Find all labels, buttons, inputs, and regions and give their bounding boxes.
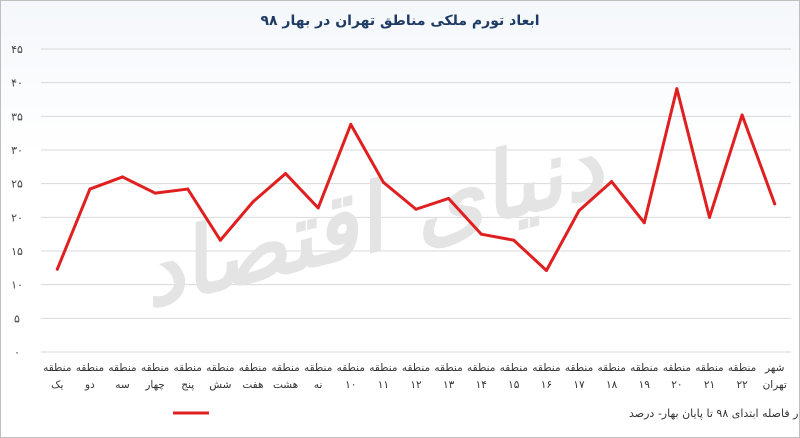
data-point xyxy=(121,175,125,179)
y-tick-label: ۴۵ xyxy=(11,43,23,56)
y-tick-label: ۳۰ xyxy=(11,144,23,157)
x-tick-label: منطقه شش xyxy=(206,362,234,391)
data-point xyxy=(740,113,744,117)
y-tick-label: ۱۵ xyxy=(11,245,23,258)
chart-title: ابعاد تورم ملکی مناطق تهران در بهار ۹۸ xyxy=(260,13,539,29)
x-tick-label: منطقه پنج xyxy=(174,362,202,391)
x-tick-label: منطقه ۱۸ xyxy=(597,362,625,391)
data-point xyxy=(218,238,222,242)
data-point xyxy=(186,187,190,191)
x-tick-label: منطقه ۱۳ xyxy=(434,362,462,391)
y-tick-label: ۳۵ xyxy=(11,110,23,123)
x-tick-label: منطقه هفت xyxy=(239,362,267,391)
x-tick-label: منطقه ۱۰ xyxy=(337,362,365,391)
y-tick-label: ۲۰ xyxy=(11,211,23,224)
watermark-logo: دنیای اقتصاد xyxy=(128,109,615,329)
data-point xyxy=(447,196,451,200)
x-tick-label: منطقه چهار xyxy=(141,362,169,391)
data-point xyxy=(512,238,516,242)
x-tick-label: منطقه نه xyxy=(304,362,332,391)
x-tick-label: منطقه ۱۲ xyxy=(402,362,430,391)
x-tick-label: منطقه ۱۶ xyxy=(532,362,560,391)
data-point xyxy=(284,172,288,176)
x-tick-label: منطقه دو xyxy=(76,362,104,391)
data-point xyxy=(479,232,483,236)
x-tick-label: منطقه هشت xyxy=(271,362,299,391)
data-point xyxy=(642,221,646,225)
x-tick-label: منطقه ۲۰ xyxy=(663,362,691,391)
series-layer xyxy=(55,87,777,273)
x-tick-label: منطقه ۱۱ xyxy=(369,362,397,391)
y-tick-label: ۲۵ xyxy=(11,178,23,191)
x-tick-label: منطقه ۱۷ xyxy=(565,362,593,391)
data-point xyxy=(251,200,255,204)
data-point xyxy=(88,187,92,191)
x-tick-label: منطقه ۱۵ xyxy=(500,362,528,391)
legend: نرخ رشد قیمت مسکن در مناطق ۲۲ گانه پایتخ… xyxy=(173,407,799,421)
data-point xyxy=(55,267,59,271)
data-point xyxy=(153,191,157,195)
legend-label: نرخ رشد قیمت مسکن در مناطق ۲۲ گانه پایتخ… xyxy=(629,407,799,421)
y-tick-label: ۴۰ xyxy=(11,77,23,90)
x-tick-label: منطقه ۱۴ xyxy=(467,362,495,391)
data-point xyxy=(577,209,581,213)
y-axis: ۰ ۵ ۱۰ ۱۵ ۲۰ ۲۵ ۳۰ ۳۵ ۴۰ ۴۵ xyxy=(11,43,23,359)
data-point xyxy=(675,87,679,91)
x-tick-label: شهر تهران xyxy=(763,362,787,391)
y-tick-label: ۱۰ xyxy=(11,279,23,292)
watermark-text: دنیای اقتصاد xyxy=(128,109,615,329)
x-tick-label: منطقه ۱۹ xyxy=(630,362,658,391)
data-point xyxy=(773,202,777,206)
data-point xyxy=(349,122,353,126)
y-tick-label: ۰ xyxy=(14,346,20,359)
data-point xyxy=(381,180,385,184)
grid-lines xyxy=(41,48,791,353)
data-point xyxy=(316,206,320,210)
x-tick-label: منطقه ۲۲ xyxy=(728,362,756,391)
data-point xyxy=(544,269,548,273)
x-tick-label: منطقه یک xyxy=(43,362,71,391)
x-tick-label: منطقه ۲۱ xyxy=(695,362,723,391)
data-point xyxy=(414,207,418,211)
data-point xyxy=(610,180,614,184)
y-tick-label: ۵ xyxy=(14,312,20,325)
x-tick-label: منطقه سه xyxy=(108,362,136,391)
data-point xyxy=(707,215,711,219)
